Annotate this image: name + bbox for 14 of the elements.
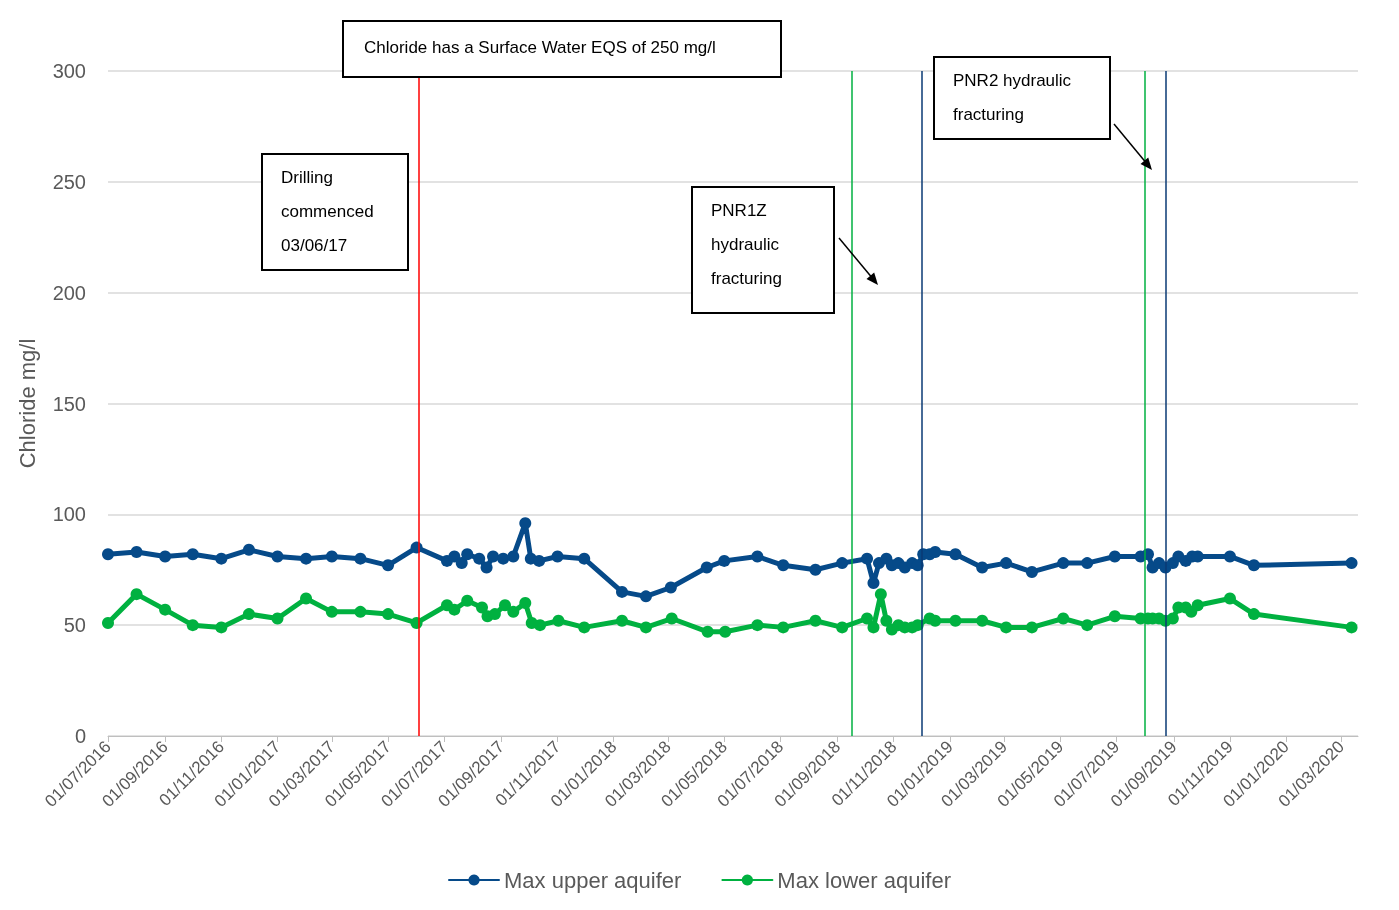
y-tick-label: 100 <box>52 503 86 526</box>
y-tick-label: 50 <box>63 614 86 637</box>
note-box: PNR2 hydraulic fracturing <box>933 56 1111 140</box>
note-box: Drilling commenced 03/06/17 <box>261 153 409 271</box>
y-tick-label: 200 <box>52 281 86 304</box>
y-tick-label: 300 <box>52 60 86 82</box>
legend-label: Max lower aquifer <box>777 867 951 893</box>
y-tick-label: 0 <box>74 725 86 747</box>
note-box: Chloride has a Surface Water EQS of 250 mg/l <box>342 20 782 78</box>
note-box: PNR1Z hydraulic fracturing <box>691 186 835 314</box>
y-axis-title: Chloride mg/l <box>14 338 40 469</box>
legend-label: Max upper aquifer <box>504 867 682 893</box>
y-tick-label: 250 <box>52 170 86 193</box>
y-tick-label: 150 <box>52 392 86 415</box>
